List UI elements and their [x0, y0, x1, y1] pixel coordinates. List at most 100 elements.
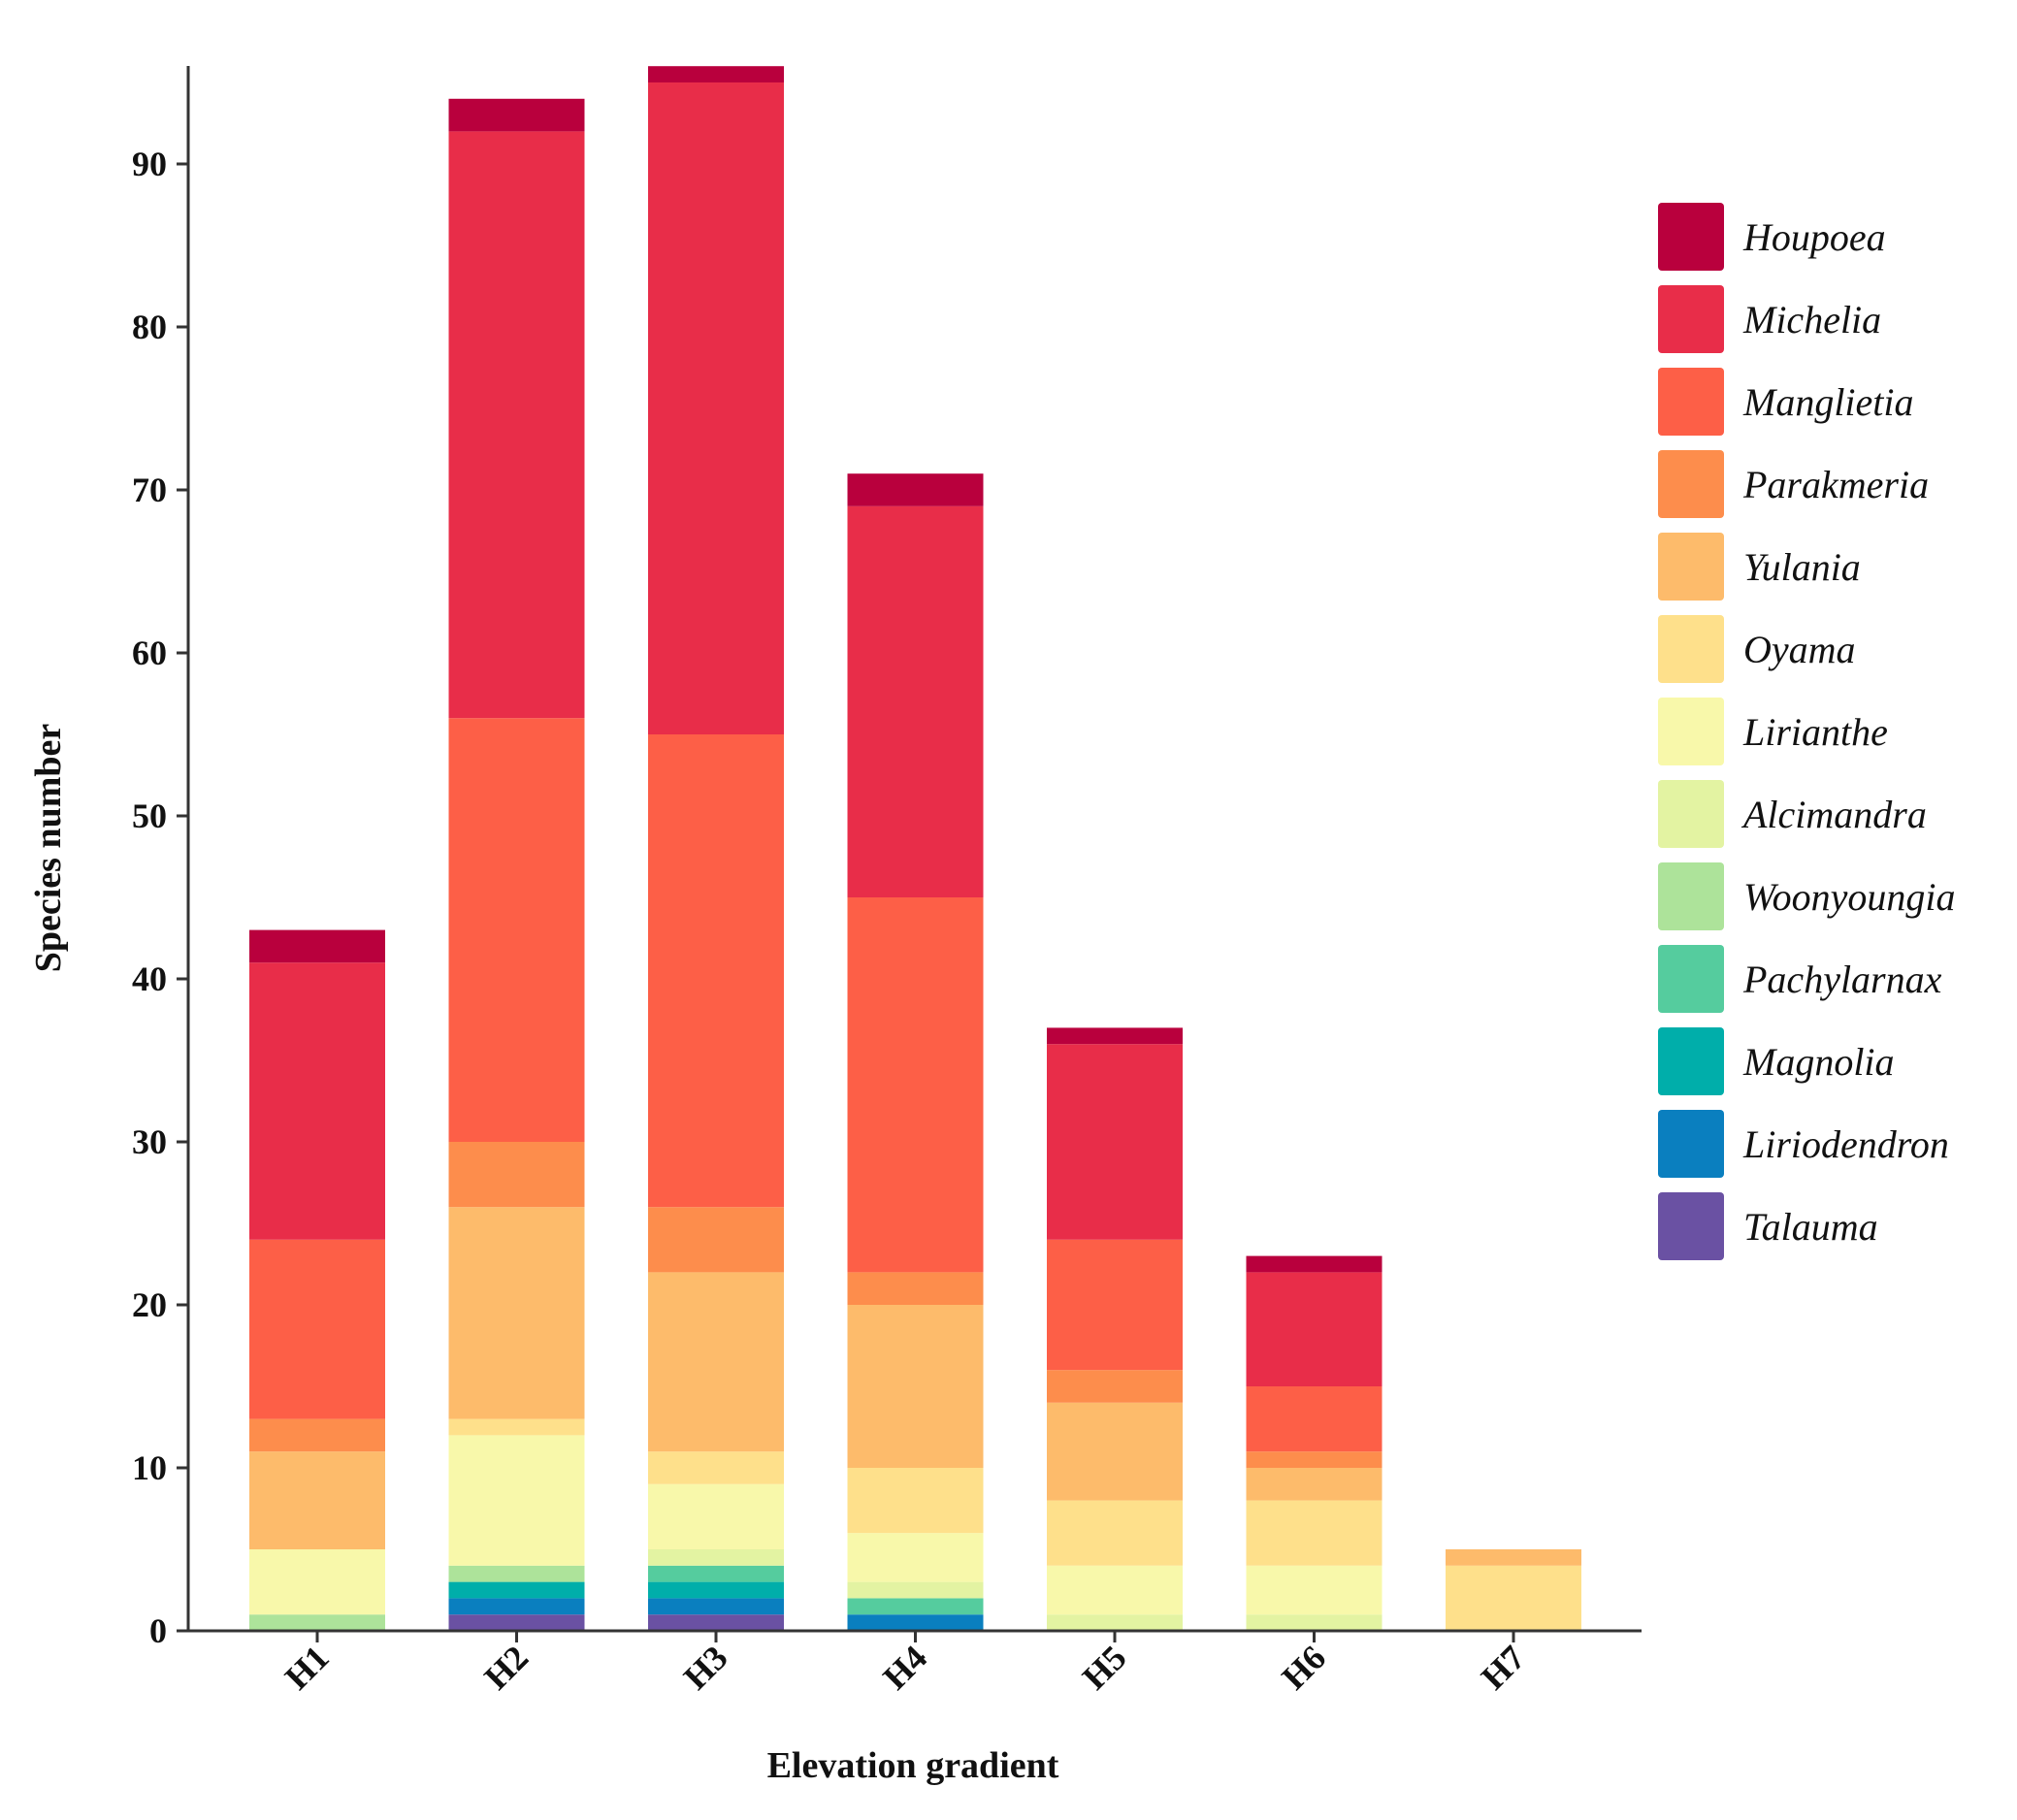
bar-segment-h2-oyama	[448, 1418, 585, 1436]
y-axis-title: Species number	[28, 724, 69, 973]
bar-segment-h5-oyama	[1047, 1500, 1183, 1566]
x-tick-label: H3	[676, 1638, 735, 1697]
legend-label-manglietia: Manglietia	[1742, 380, 1914, 424]
bar-segment-h3-manglietia	[648, 734, 784, 1208]
bar-segment-h6-oyama	[1246, 1500, 1383, 1566]
bar-segment-h4-manglietia	[847, 897, 984, 1273]
bar-segment-h3-michelia	[648, 82, 784, 734]
bar-segment-h6-michelia	[1246, 1272, 1383, 1386]
x-tick-label: H5	[1075, 1638, 1134, 1697]
bar-segment-h1-parakmeria	[249, 1418, 385, 1452]
y-tick-label: 0	[149, 1611, 167, 1650]
legend-swatch-manglietia	[1658, 368, 1724, 436]
x-axis-title: Elevation gradient	[767, 1745, 1059, 1786]
bar-segment-h3-liriodendron	[648, 1598, 784, 1615]
bar-segment-h3-houpoea	[648, 66, 784, 82]
bar-segment-h2-michelia	[448, 131, 585, 719]
bar-segment-h6-parakmeria	[1246, 1451, 1383, 1468]
legend-swatch-parakmeria	[1658, 450, 1724, 518]
y-tick-label: 60	[132, 634, 167, 672]
bar-segment-h2-liriodendron	[448, 1598, 585, 1615]
legend-swatch-oyama	[1658, 615, 1724, 683]
bar-segment-h4-yulania	[847, 1305, 984, 1468]
x-tick-label: H2	[476, 1638, 536, 1697]
y-axis-ticks: 0 10 20 30 40 50 60 70 80 90	[132, 145, 188, 1650]
y-tick-label: 20	[132, 1285, 167, 1324]
legend-label-michelia: Michelia	[1742, 298, 1881, 341]
bar-segment-h2-woonyoungia	[448, 1565, 585, 1582]
y-tick-label: 10	[132, 1448, 167, 1487]
bar-segment-h6-manglietia	[1246, 1386, 1383, 1452]
y-tick-label: 80	[132, 308, 167, 346]
bar-segment-h3-parakmeria	[648, 1207, 784, 1273]
bar-segment-h2-yulania	[448, 1207, 585, 1419]
legend-label-yulania: Yulania	[1743, 545, 1861, 589]
bar-segment-h3-alcimandra	[648, 1549, 784, 1566]
bar-segment-h5-lirianthe	[1047, 1565, 1183, 1615]
legend-swatch-yulania	[1658, 533, 1724, 601]
bar-segment-h4-houpoea	[847, 473, 984, 506]
bar-segment-h2-magnolia	[448, 1581, 585, 1599]
legend-swatch-houpoea	[1658, 203, 1724, 271]
bar-segment-h7-oyama	[1446, 1565, 1581, 1631]
legend-label-talauma: Talauma	[1743, 1205, 1878, 1249]
y-tick-label: 70	[132, 471, 167, 509]
legend-swatch-liriodendron	[1658, 1110, 1724, 1178]
legend-label-liriodendron: Liriodendron	[1742, 1122, 1949, 1166]
x-tick-label: H6	[1274, 1638, 1333, 1697]
bar-segment-h2-talauma	[448, 1614, 585, 1631]
y-tick-label: 40	[132, 959, 167, 998]
legend-swatch-talauma	[1658, 1192, 1724, 1260]
legend-label-pachylarnax: Pachylarnax	[1742, 958, 1942, 1001]
bar-segment-h5-manglietia	[1047, 1239, 1183, 1371]
bar-segment-h3-talauma	[648, 1614, 784, 1631]
legend-label-lirianthe: Lirianthe	[1742, 710, 1888, 754]
legend: Houpoea Michelia Manglietia Parakmeria Yulan…	[1658, 203, 1956, 1260]
bars-group	[249, 66, 1581, 1631]
bar-segment-h2-houpoea	[448, 98, 585, 132]
x-tick-label: H4	[875, 1638, 934, 1697]
bar-segment-h5-parakmeria	[1047, 1370, 1183, 1403]
legend-swatch-michelia	[1658, 285, 1724, 353]
legend-swatch-magnolia	[1658, 1027, 1724, 1095]
bar-segment-h4-michelia	[847, 505, 984, 897]
legend-label-magnolia: Magnolia	[1742, 1040, 1895, 1084]
y-tick-label: 30	[132, 1122, 167, 1161]
legend-label-woonyoungia: Woonyoungia	[1743, 875, 1956, 919]
y-tick-label: 90	[132, 145, 167, 183]
legend-label-alcimandra: Alcimandra	[1740, 793, 1927, 836]
bar-segment-h3-yulania	[648, 1272, 784, 1452]
bar-segment-h2-lirianthe	[448, 1435, 585, 1566]
bar-segment-h6-houpoea	[1246, 1255, 1383, 1273]
bar-segment-h1-yulania	[249, 1451, 385, 1549]
bar-segment-h2-parakmeria	[448, 1142, 585, 1208]
legend-swatch-alcimandra	[1658, 780, 1724, 848]
bar-segment-h4-oyama	[847, 1468, 984, 1534]
legend-label-oyama: Oyama	[1743, 628, 1856, 671]
bar-segment-h6-alcimandra	[1246, 1614, 1383, 1631]
bar-segment-h3-pachylarnax	[648, 1565, 784, 1582]
bar-segment-h3-lirianthe	[648, 1483, 784, 1549]
bar-segment-h4-parakmeria	[847, 1272, 984, 1305]
bar-segment-h4-liriodendron	[847, 1614, 984, 1631]
bar-segment-h1-houpoea	[249, 929, 385, 963]
y-tick-label: 50	[132, 796, 167, 835]
x-axis-ticks: H1 H2 H3 H4 H5 H6 H7	[277, 1631, 1533, 1697]
bar-segment-h3-oyama	[648, 1451, 784, 1484]
bar-segment-h6-yulania	[1246, 1468, 1383, 1501]
bar-segment-h4-lirianthe	[847, 1533, 984, 1582]
legend-swatch-pachylarnax	[1658, 945, 1724, 1013]
x-tick-label: H7	[1474, 1638, 1533, 1697]
bar-segment-h6-lirianthe	[1246, 1565, 1383, 1615]
bar-segment-h5-alcimandra	[1047, 1614, 1183, 1631]
bar-segment-h3-magnolia	[648, 1581, 784, 1599]
bar-segment-h4-pachylarnax	[847, 1598, 984, 1615]
bar-segment-h1-manglietia	[249, 1239, 385, 1419]
bar-segment-h5-michelia	[1047, 1044, 1183, 1240]
bar-segment-h7-yulania	[1446, 1549, 1581, 1566]
bar-segment-h5-houpoea	[1047, 1027, 1183, 1045]
bar-segment-h4-alcimandra	[847, 1581, 984, 1599]
bar-segment-h1-woonyoungia	[249, 1614, 385, 1631]
bar-segment-h1-lirianthe	[249, 1549, 385, 1615]
